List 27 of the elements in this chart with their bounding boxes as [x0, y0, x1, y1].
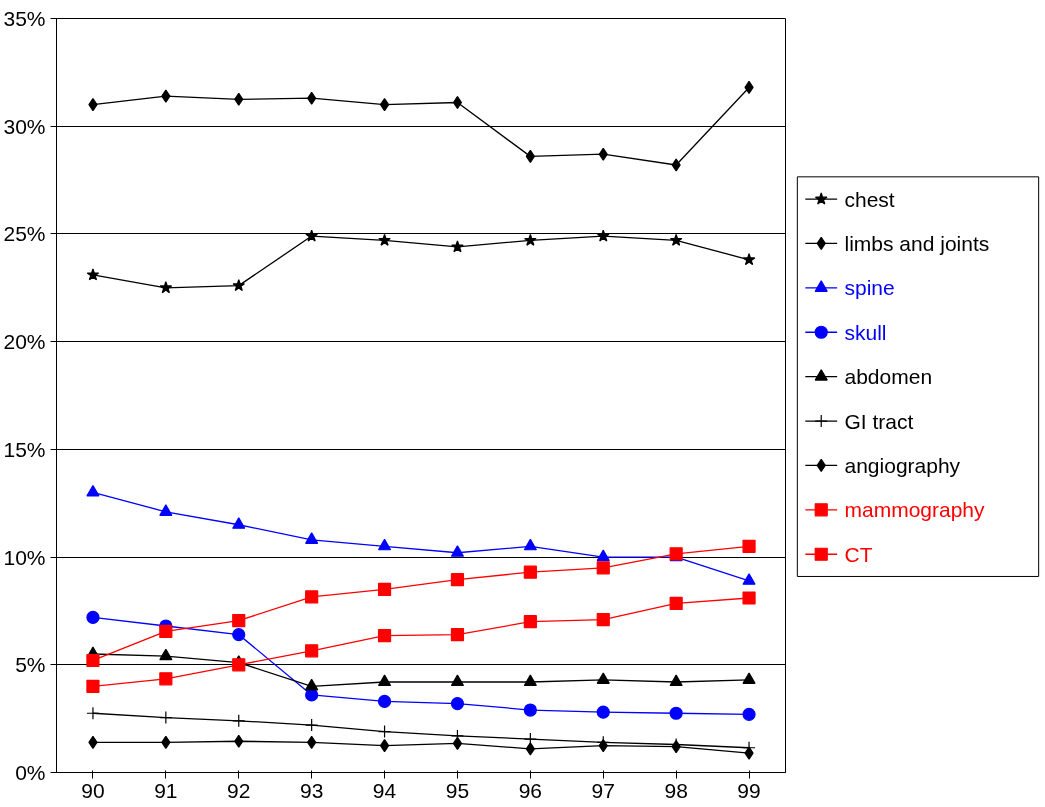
- legend-label: chest: [844, 187, 895, 211]
- x-tick-label: 99: [737, 778, 761, 802]
- x-tick-label: 94: [372, 778, 397, 802]
- x-tick-label: 98: [664, 778, 688, 802]
- legend-label: limbs and joints: [844, 231, 990, 255]
- x-tick-label: 95: [445, 778, 470, 802]
- y-tick-label: 25%: [3, 222, 46, 246]
- legend-label: CT: [844, 542, 873, 566]
- legend-label: angiography: [844, 453, 961, 477]
- x-tick-label: 92: [227, 778, 251, 802]
- legend-label: GI tract: [844, 409, 914, 433]
- y-tick-label: 15%: [3, 437, 46, 461]
- legend-label: spine: [844, 276, 895, 300]
- y-tick-label: 35%: [3, 7, 46, 30]
- legend-label: abdomen: [844, 365, 933, 389]
- x-tick-label: 96: [518, 778, 543, 802]
- legend-label: mammography: [844, 498, 986, 522]
- y-tick-label: 5%: [15, 653, 46, 677]
- y-tick-label: 10%: [3, 545, 46, 569]
- legend-label: skull: [844, 320, 887, 344]
- x-tick-label: 97: [591, 778, 615, 802]
- x-tick-label: 91: [154, 778, 178, 802]
- x-tick-label: 90: [81, 778, 105, 802]
- y-tick-label: 0%: [15, 761, 46, 784]
- y-tick-label: 20%: [3, 330, 46, 354]
- x-tick-label: 93: [299, 778, 324, 802]
- y-tick-label: 30%: [3, 114, 46, 138]
